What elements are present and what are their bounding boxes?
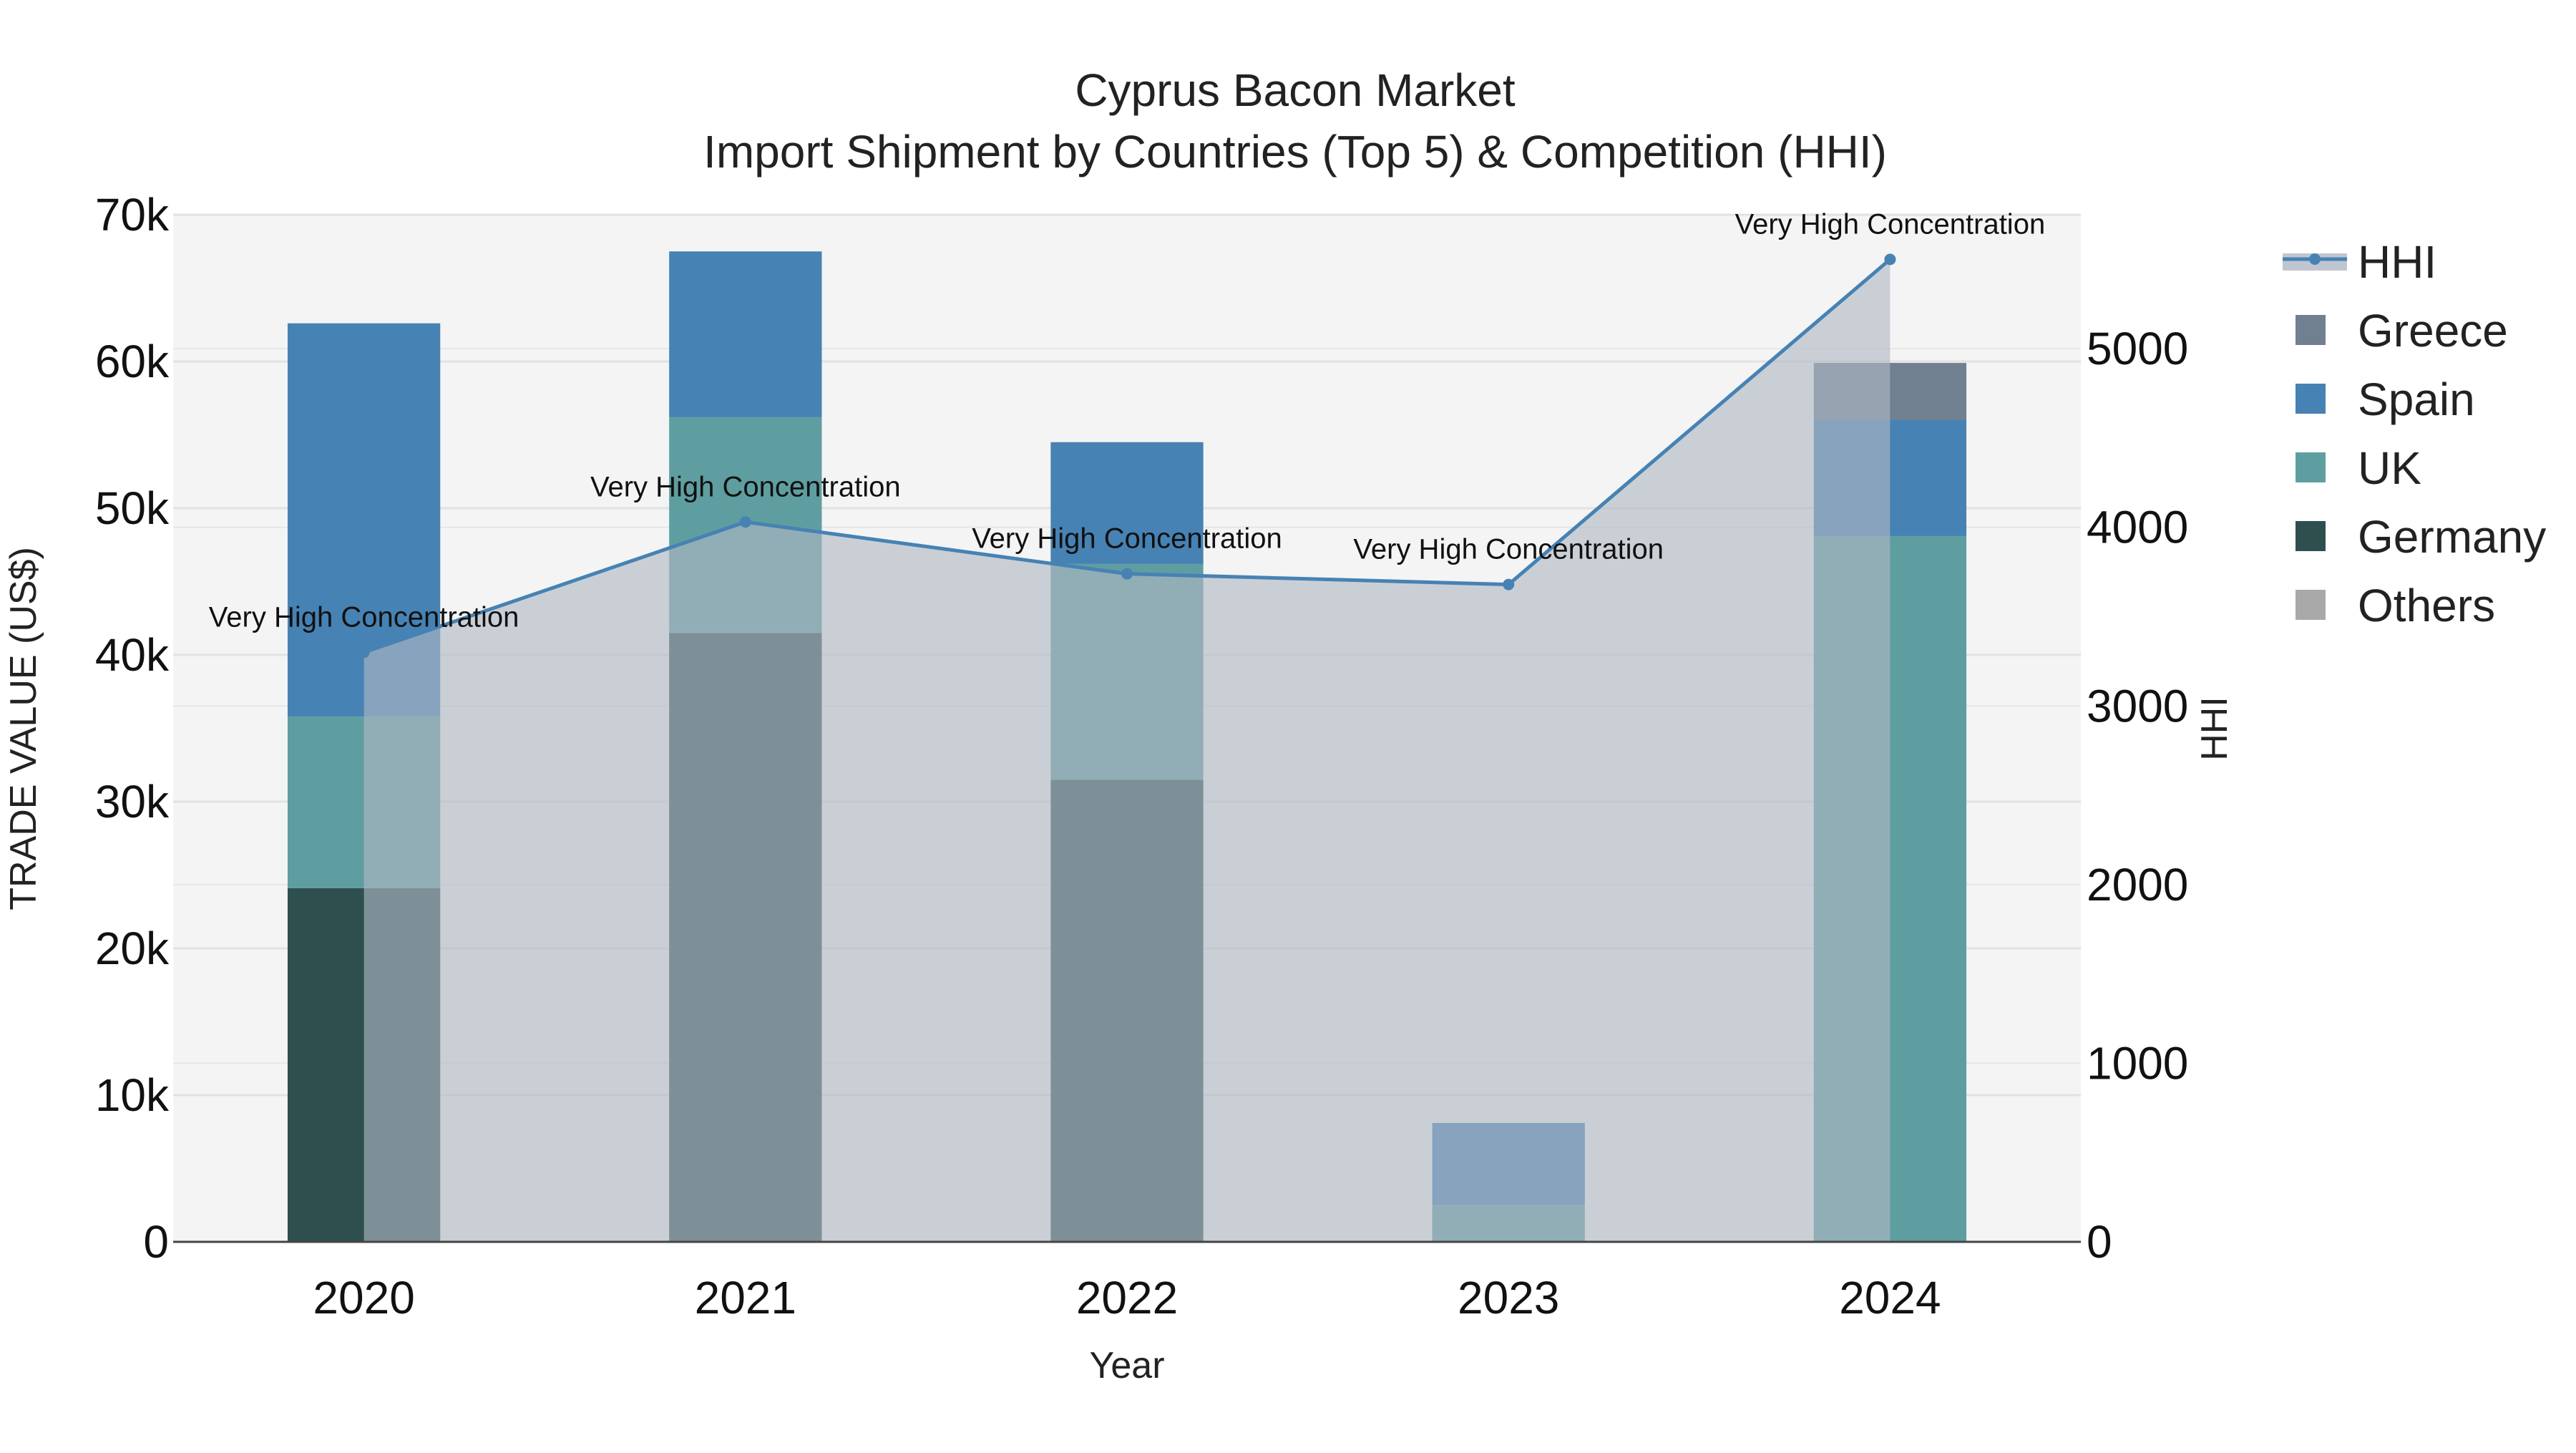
hhi-annotation: Very High Concentration [590, 471, 901, 502]
y2-axis-title: HHI [2194, 696, 2235, 761]
hhi-point [1121, 568, 1133, 580]
hhi-annotation: Very High Concentration [972, 523, 1282, 555]
x-tick-label: 2020 [313, 1272, 414, 1323]
bar-spain [1050, 442, 1204, 564]
y-axis-title: TRADE VALUE (US$) [3, 547, 44, 910]
chart-title: Cyprus Bacon Market [1075, 64, 1516, 116]
legend-swatch-germany [2296, 521, 2326, 551]
y-tick-label: 70k [95, 189, 170, 240]
hhi-annotation: Very High Concentration [1353, 534, 1664, 565]
chart-subtitle: Import Shipment by Countries (Top 5) & C… [703, 126, 1887, 178]
y-tick-label: 20k [95, 923, 170, 974]
legend-label-hhi: HHI [2358, 236, 2436, 288]
legend-swatch-others [2296, 590, 2326, 620]
legend-label-spain: Spain [2358, 374, 2475, 425]
y-tick-label: 30k [95, 776, 170, 827]
y-tick-label: 40k [95, 629, 170, 681]
legend-label-uk: UK [2358, 442, 2421, 494]
legend-label-germany: Germany [2358, 511, 2546, 563]
legend-label-others: Others [2358, 580, 2495, 631]
legend-swatch-hhi-point [2309, 253, 2321, 265]
legend-swatch-uk [2296, 452, 2326, 482]
y2-tick-label: 1000 [2087, 1037, 2188, 1089]
x-tick-label: 2021 [695, 1272, 796, 1323]
hhi-point [1884, 253, 1896, 266]
x-tick-label: 2022 [1076, 1272, 1178, 1323]
hhi-annotation: Very High Concentration [1735, 208, 2046, 240]
hhi-layer [358, 253, 1896, 1242]
y-tick-label: 60k [95, 336, 170, 387]
axis-layer: 0 10k 20k 30k 40k 50k 60k 70k 0 1000 2000 3000 4000 5… [95, 189, 2189, 1323]
legend-swatch-spain [2296, 384, 2326, 414]
y2-tick-label: 4000 [2087, 502, 2188, 553]
legend: HHI Greece Spain UK Germany Others [2283, 236, 2546, 631]
hhi-annotation: Very High Concentration [209, 601, 519, 633]
x-tick-label: 2024 [1839, 1272, 1941, 1323]
y2-tick-label: 2000 [2087, 859, 2188, 910]
y-tick-label: 0 [143, 1216, 169, 1268]
hhi-point [1503, 578, 1515, 591]
y2-tick-label: 5000 [2087, 323, 2188, 374]
x-tick-label: 2023 [1458, 1272, 1559, 1323]
hhi-point [739, 516, 751, 528]
hhi-point [358, 646, 370, 659]
hhi-area [364, 259, 1890, 1242]
y2-tick-label: 0 [2087, 1216, 2112, 1268]
annotation-layer: Very High Concentration Very High Concent… [209, 208, 2045, 633]
legend-swatch-greece [2296, 315, 2326, 345]
x-axis-title: Year [1089, 1345, 1164, 1386]
y-tick-label: 50k [95, 482, 170, 534]
bar-spain [669, 251, 822, 417]
y-tick-label: 10k [95, 1069, 170, 1121]
legend-label-greece: Greece [2358, 305, 2508, 356]
y2-tick-label: 3000 [2087, 680, 2188, 732]
